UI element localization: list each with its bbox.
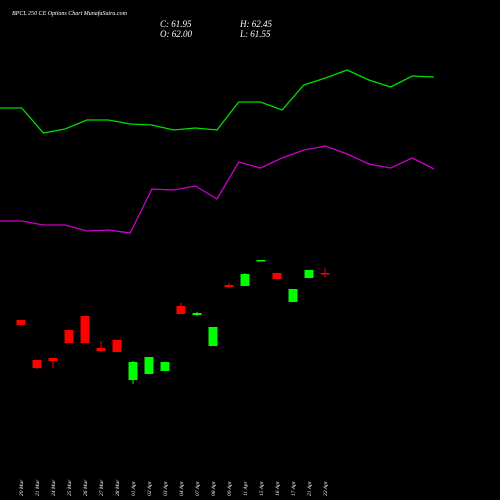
x-tick-label: 09 Apr xyxy=(227,480,233,496)
candle-body xyxy=(112,340,122,352)
candle-body xyxy=(176,306,186,314)
x-tick-label: 15 Apr xyxy=(259,480,265,496)
x-tick-label: 20 Mar xyxy=(19,479,25,496)
candle-body xyxy=(320,273,330,275)
open-label: O: 62.00 xyxy=(160,29,192,39)
candle-body xyxy=(304,270,314,278)
candle-body xyxy=(128,362,138,380)
low-label: L: 61.55 xyxy=(239,29,271,39)
x-tick-label: 27 Mar xyxy=(99,479,105,496)
candle-body xyxy=(256,260,266,262)
candle-body xyxy=(272,273,282,279)
candle-body xyxy=(288,289,298,302)
x-tick-label: 07 Apr xyxy=(195,480,201,496)
candle-body xyxy=(224,285,234,287)
x-tick-label: 02 Apr xyxy=(147,480,153,496)
candle-body xyxy=(16,320,26,325)
candle-body xyxy=(160,362,170,371)
close-label: C: 61.95 xyxy=(160,19,192,29)
x-tick-label: 03 Apr xyxy=(163,480,169,496)
x-tick-label: 16 Apr xyxy=(275,480,281,496)
indicator-line xyxy=(0,69,435,134)
candle-body xyxy=(144,357,154,374)
x-tick-label: 28 Mar xyxy=(115,479,121,496)
x-tick-label: 01 Apr xyxy=(131,480,137,496)
x-tick-label: 08 Apr xyxy=(211,480,217,496)
candle-body xyxy=(96,348,106,351)
candle-body xyxy=(208,327,218,346)
x-tick-label: 21 Apr xyxy=(307,480,313,496)
candle-body xyxy=(32,360,42,368)
x-tick-label: 25 Mar xyxy=(67,479,73,496)
chart-title: BPCL 250 CE Options Chart MunafaSutra.co… xyxy=(12,10,128,17)
candle-body xyxy=(192,313,202,315)
x-tick-label: 26 Mar xyxy=(83,479,89,496)
x-tick-label: 04 Apr xyxy=(178,480,185,496)
high-label: H: 62.45 xyxy=(239,19,272,29)
x-tick-label: 17 Apr xyxy=(291,480,297,496)
x-tick-label: 24 Mar xyxy=(50,479,57,496)
candle-body xyxy=(48,358,58,361)
candle-body xyxy=(64,330,74,343)
x-tick-label: 21 Mar xyxy=(35,479,41,496)
x-tick-label: 11 Apr xyxy=(243,481,249,496)
x-tick-label: 22 Apr xyxy=(323,480,329,496)
candle-body xyxy=(80,316,90,343)
indicator-line xyxy=(0,145,435,234)
candle-body xyxy=(240,274,250,286)
